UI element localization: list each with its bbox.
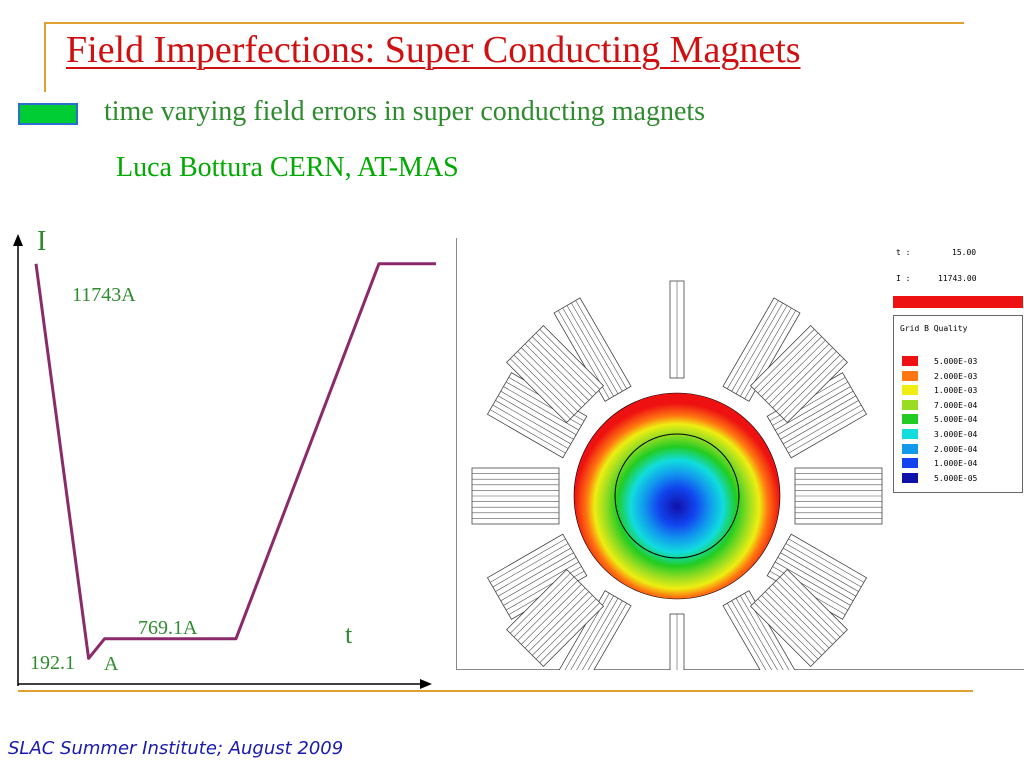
annotation-flat: 769.1A	[138, 617, 198, 639]
legend-swatch	[902, 414, 918, 425]
coil-block	[766, 372, 868, 459]
bullet-marker	[18, 103, 78, 125]
simulation-panel	[456, 238, 1024, 712]
current-value: 11743.00	[938, 274, 977, 283]
slide-footer: SLAC Summer Institute; August 2009	[8, 738, 344, 759]
reference-circle	[614, 433, 740, 559]
coil-block	[486, 533, 588, 620]
legend-swatch	[902, 385, 918, 396]
coil-block	[749, 568, 848, 667]
legend-swatch	[902, 429, 918, 439]
legend-value: 1.000E-04	[934, 459, 978, 469]
legend-swatch	[902, 356, 918, 366]
slide-title: Field Imperfections: Super Conducting Ma…	[66, 29, 801, 71]
legend-value: 3.000E-04	[934, 430, 978, 439]
legend-title: Grid B Quality	[900, 324, 968, 333]
bottom-rule	[18, 690, 973, 692]
legend-value: 7.000E-04	[934, 400, 978, 410]
coil-block	[749, 325, 848, 424]
progress-bar	[893, 296, 1023, 308]
legend-value: 5.000E-03	[934, 357, 978, 366]
current-chart	[13, 234, 436, 689]
magnet-cross-section	[471, 280, 883, 712]
legend-swatch	[902, 370, 918, 381]
legend-swatch	[902, 399, 918, 410]
legend-value: 2.000E-04	[934, 444, 978, 454]
field-map	[574, 393, 780, 599]
coil-block	[669, 280, 685, 379]
author-credit: Luca Bottura CERN, AT-MAS	[116, 152, 459, 183]
coil-blocks	[471, 280, 883, 712]
legend-value: 5.000E-05	[934, 473, 978, 483]
current-label: I :	[896, 274, 911, 283]
annotation-min-unit: A	[104, 653, 119, 675]
time-label: t :	[896, 248, 911, 257]
legend-value: 5.000E-04	[934, 415, 978, 425]
y-axis-arrow	[13, 234, 23, 246]
annotation-min: 192.1	[30, 652, 75, 674]
coil-block	[506, 325, 605, 424]
coil-block	[553, 297, 632, 402]
legend-swatch	[902, 472, 918, 483]
legend-swatch	[902, 458, 918, 469]
time-value: 15.00	[952, 248, 977, 257]
coil-block	[794, 467, 883, 525]
legend-value: 2.000E-03	[934, 371, 978, 381]
legend-value: 1.000E-03	[934, 386, 978, 396]
y-axis-label: I	[37, 226, 47, 257]
coil-block	[506, 568, 605, 667]
coil-block	[669, 613, 685, 712]
annotation-peak: 11743A	[72, 284, 136, 306]
bore-outline	[573, 392, 781, 600]
x-axis-label: t	[345, 620, 353, 649]
current-curve	[34, 262, 436, 660]
slide-subtitle: time varying field errors in super condu…	[104, 96, 706, 127]
title-top-rule	[44, 22, 964, 24]
coil-block	[471, 467, 560, 525]
color-legend: Grid B Quality 5.000E-03 2.000E-03 1.000E-…	[893, 315, 1023, 493]
title-left-rule	[44, 22, 46, 92]
legend-swatch	[902, 443, 918, 454]
x-axis-arrow	[420, 679, 432, 689]
